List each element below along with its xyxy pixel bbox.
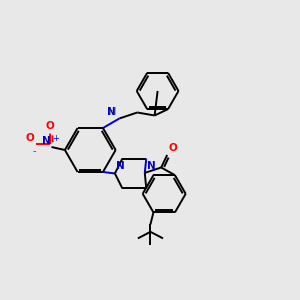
Text: N: N (41, 136, 50, 146)
Text: O: O (46, 121, 54, 130)
Text: O: O (26, 134, 34, 143)
Text: +: + (52, 134, 59, 142)
Text: N: N (107, 107, 116, 117)
Text: O: O (169, 143, 178, 153)
Text: N: N (147, 161, 155, 171)
Text: N: N (116, 161, 124, 171)
Text: H: H (109, 107, 117, 117)
Text: -: - (33, 146, 37, 156)
